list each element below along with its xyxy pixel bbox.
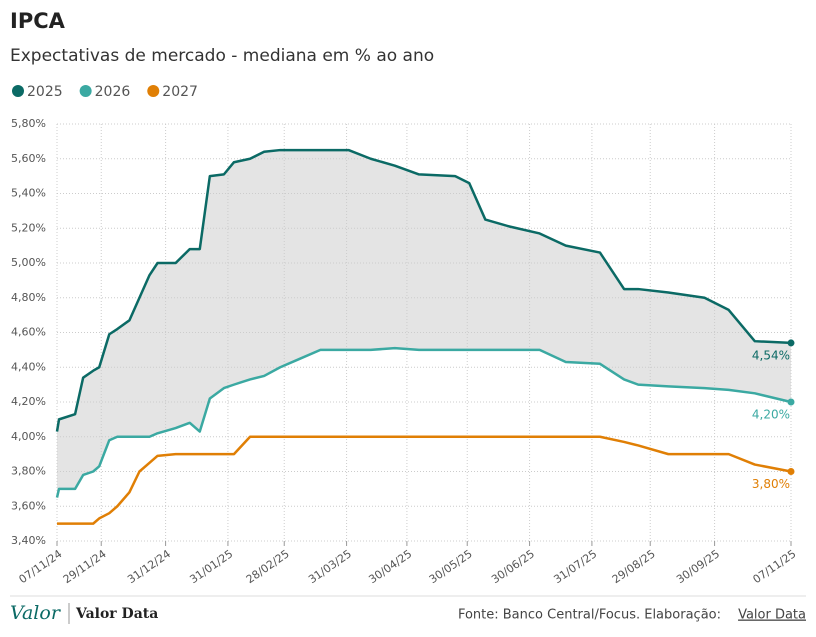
legend-label: 2025 [27, 84, 63, 100]
x-tick-label: 31/12/24 [125, 547, 173, 586]
y-tick-label: 3,40% [11, 534, 46, 547]
x-tick-label: 29/08/25 [610, 547, 658, 586]
footer-source: Fonte: Banco Central/Focus. Elaboração: [458, 608, 721, 623]
legend-marker [79, 85, 92, 97]
x-tick-label: 31/03/25 [306, 547, 354, 586]
y-tick-label: 5,40% [11, 187, 46, 200]
legend-marker [12, 85, 24, 97]
end-point [787, 398, 795, 406]
y-tick-label: 5,00% [11, 256, 46, 269]
y-tick-label: 4,20% [11, 395, 46, 408]
series-line [55, 346, 792, 498]
y-tick-label: 5,20% [11, 221, 46, 234]
end-label: 4,54% [752, 348, 790, 362]
y-tick-label: 3,80% [11, 465, 46, 478]
footer-logo-sub: Valor Data [75, 606, 158, 622]
footer-logo: Valor [10, 602, 62, 624]
x-tick-label: 30/09/25 [674, 547, 722, 586]
chart-title: IPCA [10, 9, 66, 33]
x-tick-label: 31/01/25 [187, 547, 235, 586]
x-tick-label: 30/06/25 [489, 547, 537, 586]
x-tick-label: 07/11/24 [17, 547, 65, 586]
y-tick-label: 4,80% [11, 291, 46, 304]
x-tick-label: 29/11/24 [61, 547, 109, 586]
x-tick-label: 07/11/25 [751, 547, 799, 586]
y-tick-label: 3,60% [11, 499, 46, 512]
x-tick-label: 30/05/25 [427, 547, 475, 586]
y-tick-label: 5,80% [11, 117, 46, 130]
chart-subtitle: Expectativas de mercado - mediana em % a… [10, 46, 434, 66]
y-tick-label: 4,00% [11, 430, 46, 443]
x-tick-label: 28/02/25 [244, 547, 292, 586]
series-line [55, 148, 792, 432]
y-tick-label: 4,60% [11, 326, 46, 339]
end-label: 4,20% [752, 408, 790, 422]
end-label: 3,80% [752, 477, 790, 491]
series-line [57, 435, 792, 525]
y-tick-label: 5,60% [11, 152, 46, 165]
footer-link[interactable]: Valor Data [738, 608, 806, 623]
legend-marker [147, 85, 160, 97]
x-tick-label: 30/04/25 [366, 547, 414, 586]
legend-label: 2027 [162, 84, 198, 100]
end-point [787, 468, 795, 475]
end-point [787, 339, 795, 347]
range-band [57, 150, 791, 498]
legend-label: 2026 [95, 84, 131, 100]
x-tick-label: 31/07/25 [551, 547, 599, 586]
y-tick-label: 4,40% [11, 360, 46, 373]
